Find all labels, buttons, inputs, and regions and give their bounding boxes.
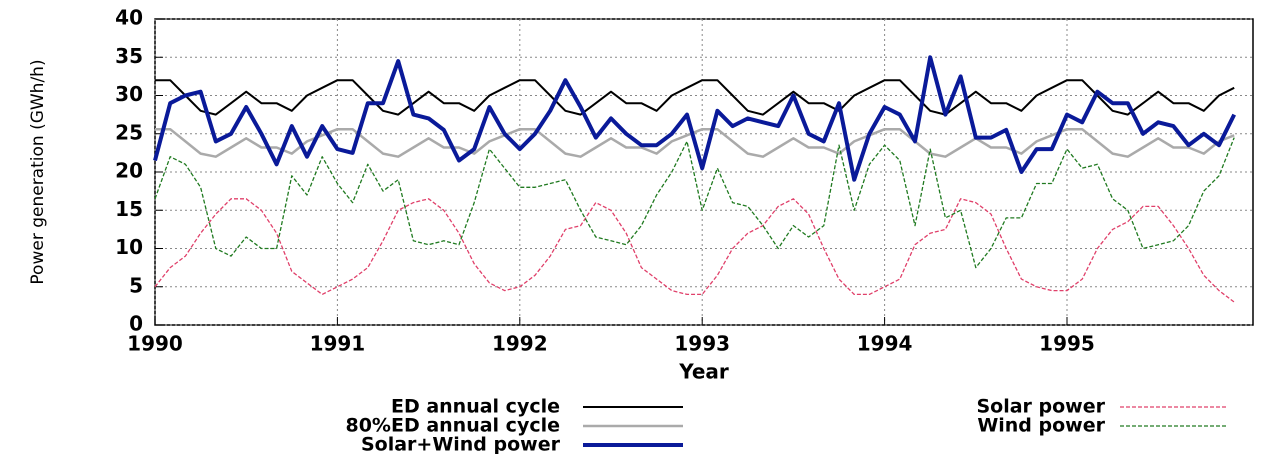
y-tick-label: 25 — [115, 120, 143, 144]
plot-area — [153, 18, 1253, 326]
y-tick-label: 0 — [129, 312, 143, 336]
y-axis-label: Power generation (GWh/h) — [28, 59, 48, 284]
plot-frame — [154, 18, 1254, 326]
x-axis-label: Year — [678, 360, 729, 384]
y-tick-label: 15 — [115, 197, 143, 221]
series-line — [155, 79, 1235, 116]
y-tick-label: 30 — [115, 82, 143, 106]
series-line — [153, 55, 1236, 182]
x-tick-label: 1991 — [310, 332, 366, 356]
y-tick-label: 35 — [115, 44, 143, 68]
legend-label: Wind power — [977, 415, 1105, 437]
x-tick-label: 1992 — [492, 332, 548, 356]
series-line — [154, 137, 1235, 269]
series-line — [155, 127, 1235, 158]
x-tick-label: 1995 — [1039, 332, 1095, 356]
x-tick-label: 1994 — [857, 332, 913, 356]
legend-label: Solar+Wind power — [361, 434, 561, 454]
legend-label: 80%ED annual cycle — [345, 415, 560, 437]
y-tick-label: 10 — [115, 235, 143, 259]
y-tick-label: 5 — [129, 273, 143, 297]
series-line — [154, 198, 1235, 303]
legend-label: ED annual cycle — [391, 396, 560, 418]
y-tick-label: 40 — [115, 6, 143, 30]
legend-label: Solar power — [976, 396, 1105, 418]
x-tick-label: 1993 — [674, 332, 730, 356]
y-tick-label: 20 — [115, 159, 143, 183]
x-tick-label: 1990 — [127, 332, 183, 356]
